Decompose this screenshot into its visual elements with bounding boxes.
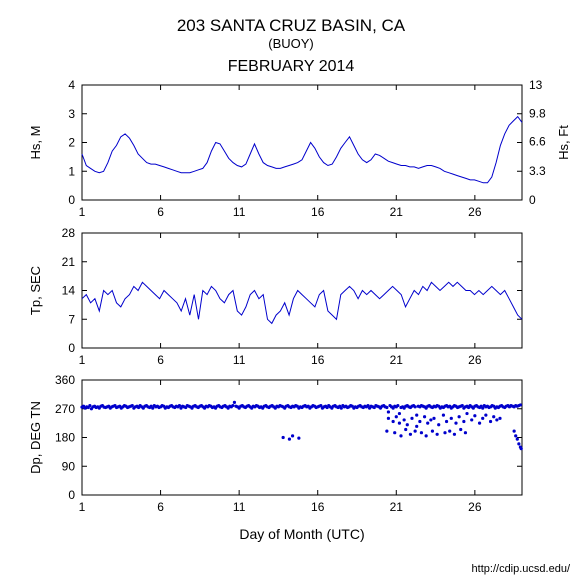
svg-text:1: 1 <box>68 164 75 178</box>
page-title: 203 SANTA CRUZ BASIN, CA <box>0 16 582 36</box>
svg-text:28: 28 <box>62 226 76 240</box>
svg-text:270: 270 <box>55 402 75 416</box>
svg-text:11: 11 <box>233 205 246 219</box>
svg-text:360: 360 <box>55 373 75 387</box>
svg-text:Hs, Ft: Hs, Ft <box>556 125 571 160</box>
svg-text:9.8: 9.8 <box>529 106 546 120</box>
svg-text:26: 26 <box>468 500 482 514</box>
buoy-chart-page: 203 SANTA CRUZ BASIN, CA (BUOY) FEBRUARY… <box>0 0 582 581</box>
svg-text:1: 1 <box>79 353 86 367</box>
svg-text:16: 16 <box>311 500 325 514</box>
svg-text:26: 26 <box>468 205 482 219</box>
svg-text:11: 11 <box>233 500 246 514</box>
svg-text:0: 0 <box>68 193 75 207</box>
page-period: FEBRUARY 2014 <box>0 58 582 76</box>
svg-text:1: 1 <box>79 500 86 514</box>
svg-text:3.3: 3.3 <box>529 164 546 178</box>
svg-text:21: 21 <box>390 353 404 367</box>
svg-text:3: 3 <box>68 107 75 121</box>
svg-text:6: 6 <box>157 500 164 514</box>
svg-text:Hs, M: Hs, M <box>28 126 43 160</box>
svg-text:0: 0 <box>68 488 75 502</box>
source-url: http://cdip.ucsd.edu/ <box>472 563 570 575</box>
svg-text:11: 11 <box>233 353 246 367</box>
svg-text:0: 0 <box>529 193 536 207</box>
svg-text:4: 4 <box>68 78 75 92</box>
svg-text:2: 2 <box>68 136 75 150</box>
svg-text:0: 0 <box>68 341 75 355</box>
svg-text:13: 13 <box>529 78 543 92</box>
svg-text:Tp, SEC: Tp, SEC <box>28 266 43 315</box>
page-subtitle: (BUOY) <box>0 36 582 51</box>
svg-text:16: 16 <box>311 353 325 367</box>
svg-text:6: 6 <box>157 205 164 219</box>
svg-text:6.6: 6.6 <box>529 135 546 149</box>
svg-text:14: 14 <box>62 284 76 298</box>
svg-text:1: 1 <box>79 205 86 219</box>
svg-text:26: 26 <box>468 353 482 367</box>
svg-text:90: 90 <box>62 459 76 473</box>
svg-text:7: 7 <box>68 312 75 326</box>
svg-text:21: 21 <box>62 255 76 269</box>
svg-text:6: 6 <box>157 353 164 367</box>
svg-text:Day of Month (UTC): Day of Month (UTC) <box>239 526 364 542</box>
svg-text:16: 16 <box>311 205 325 219</box>
svg-text:21: 21 <box>390 500 404 514</box>
svg-text:180: 180 <box>55 431 75 445</box>
svg-text:Dp, DEG TN: Dp, DEG TN <box>28 401 43 474</box>
chart-canvas: 0123403.36.69.8131611162126Hs, MHs, Ft07… <box>0 0 582 581</box>
svg-text:21: 21 <box>390 205 404 219</box>
